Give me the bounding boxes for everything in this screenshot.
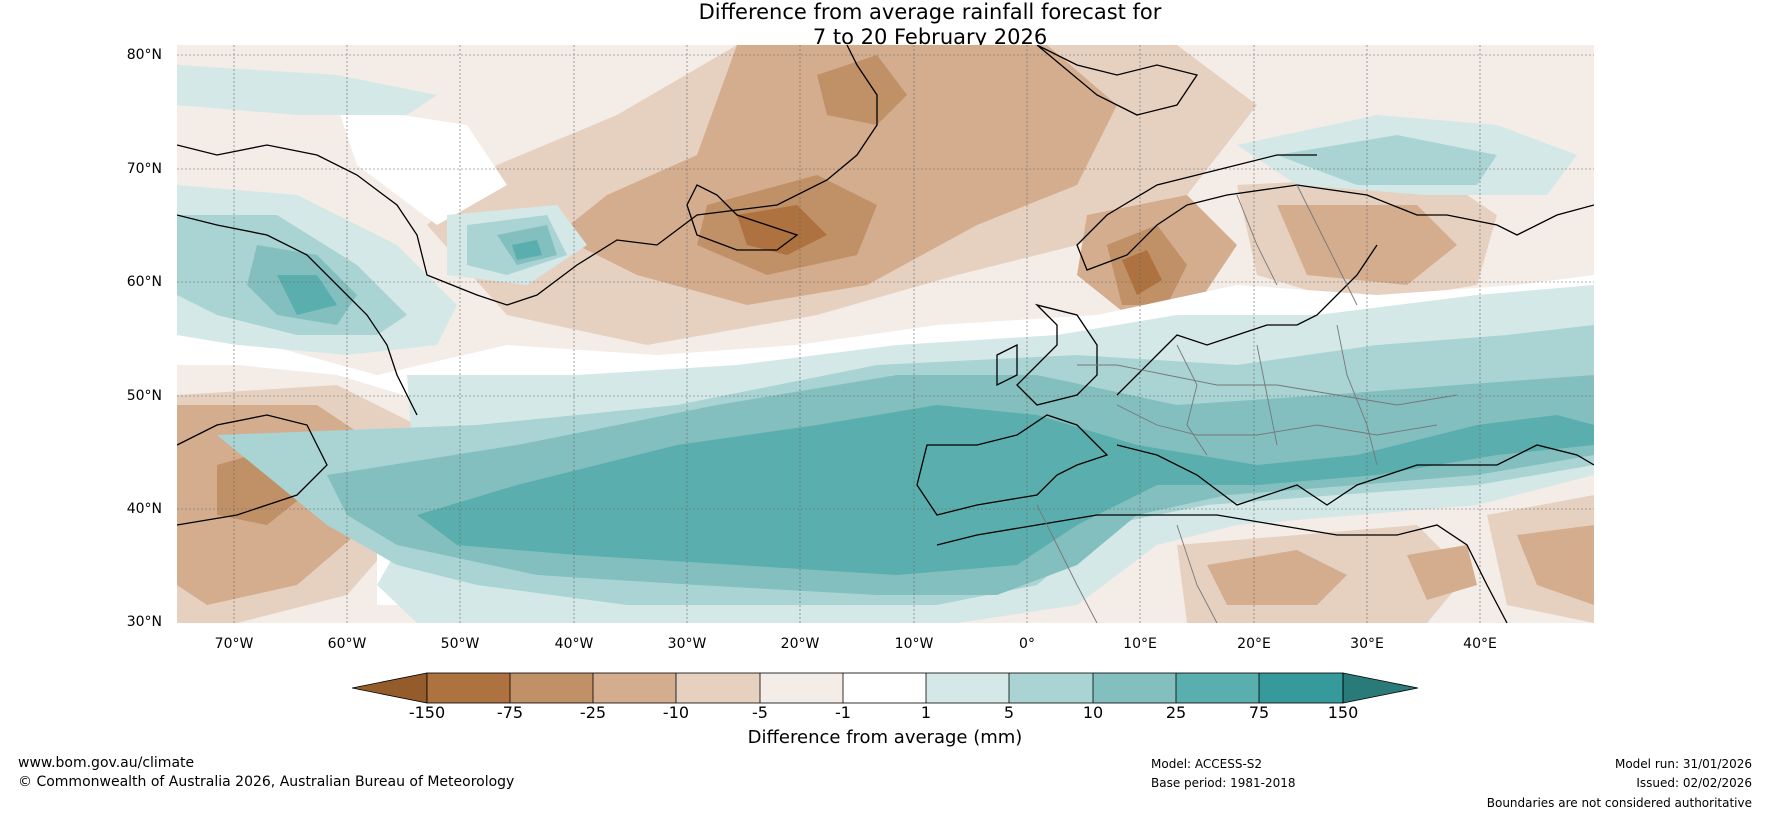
lon-label-40w: 40°W	[554, 636, 594, 652]
colorbar-seg	[760, 673, 843, 703]
lon-label-10w: 10°W	[894, 636, 934, 652]
lat-label-80n: 80°N	[126, 47, 162, 63]
lon-label-10e: 10°E	[1123, 636, 1157, 652]
colorbar-tick-label: 75	[1248, 703, 1270, 722]
colorbar-tick-label: -10	[662, 703, 690, 722]
lon-label-60w: 60°W	[327, 636, 367, 652]
colorbar-tick-label: 25	[1165, 703, 1187, 722]
colorbar-title: Difference from average (mm)	[747, 727, 1023, 748]
colorbar-seg	[1176, 673, 1259, 703]
lon-label-30e: 30°E	[1350, 636, 1384, 652]
colorbar-seg	[843, 673, 926, 703]
colorbar-tick-label: -150	[408, 703, 446, 722]
issued-date: Issued: 02/02/2026	[1636, 776, 1752, 790]
colorbar-seg	[1259, 673, 1343, 703]
title-line-1: Difference from average rainfall forecas…	[698, 0, 1162, 24]
lat-label-30n: 30°N	[126, 614, 162, 630]
base-period: Base period: 1981-2018	[1151, 776, 1296, 790]
map-canvas	[177, 45, 1594, 623]
rainfall-anomaly-map	[177, 45, 1594, 623]
colorbar-seg	[1093, 673, 1176, 703]
graticule	[177, 45, 1594, 623]
colorbar-tick-label: 1	[920, 703, 932, 722]
colorbar	[351, 672, 1419, 708]
lon-label-20e: 20°E	[1237, 636, 1271, 652]
colorbar-tick-label: 10	[1082, 703, 1104, 722]
copyright-text: © Commonwealth of Australia 2026, Austra…	[18, 774, 515, 790]
lon-label-70w: 70°W	[214, 636, 254, 652]
lon-label-40e: 40°E	[1463, 636, 1497, 652]
model-run-date: Model run: 31/01/2026	[1614, 757, 1752, 771]
lon-label-50w: 50°W	[440, 636, 480, 652]
colorbar-svg	[351, 672, 1419, 704]
lat-label-70n: 70°N	[126, 161, 162, 177]
colorbar-seg	[676, 673, 760, 703]
colorbar-tick-label: -1	[835, 703, 851, 722]
colorbar-tick-label: -25	[579, 703, 607, 722]
colorbar-min-arrow	[351, 672, 428, 704]
lon-label-30w: 30°W	[667, 636, 707, 652]
model-name: Model: ACCESS-S2	[1151, 757, 1263, 771]
lon-label-0: 0°	[1019, 636, 1035, 652]
colorbar-seg	[926, 673, 1009, 703]
website-link[interactable]: www.bom.gov.au/climate	[18, 755, 195, 771]
lon-label-20w: 20°W	[780, 636, 820, 652]
boundaries-disclaimer: Boundaries are not considered authoritat…	[1486, 796, 1752, 810]
colorbar-tick-label: 5	[1003, 703, 1015, 722]
country-boundaries	[1036, 184, 1458, 623]
colorbar-tick-label: 150	[1327, 703, 1359, 722]
lat-label-60n: 60°N	[126, 274, 162, 290]
map-title: Difference from average rainfall forecas…	[0, 0, 1770, 50]
moderate-dry-regions	[177, 45, 1594, 605]
colorbar-seg	[510, 673, 593, 703]
colorbar-tick-label: -5	[752, 703, 768, 722]
heavy-wet-regions	[277, 240, 1594, 575]
colorbar-max-arrow	[1342, 672, 1419, 704]
colorbar-seg	[427, 673, 510, 703]
colorbar-seg	[593, 673, 676, 703]
lat-label-40n: 40°N	[126, 501, 162, 517]
colorbar-seg	[1009, 673, 1093, 703]
colorbar-tick-label: -75	[496, 703, 524, 722]
coastlines	[177, 45, 1594, 623]
lat-label-50n: 50°N	[126, 388, 162, 404]
